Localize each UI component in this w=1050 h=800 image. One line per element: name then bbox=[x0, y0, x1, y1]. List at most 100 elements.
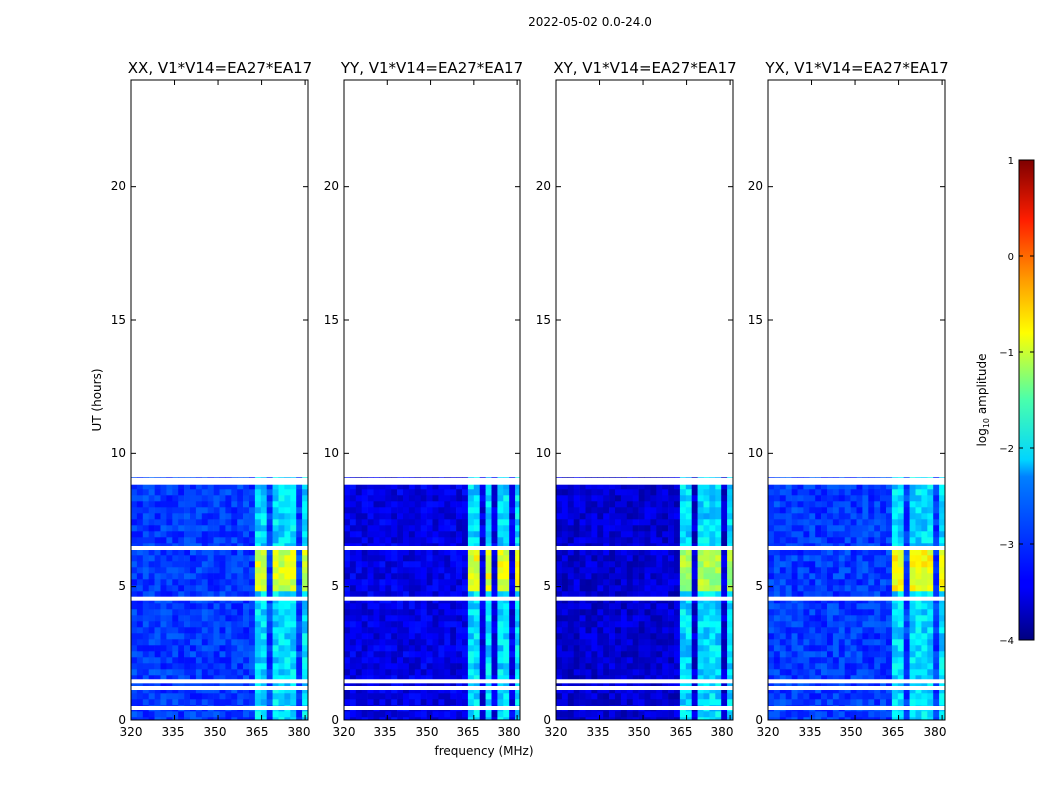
heatmap-cell bbox=[379, 591, 386, 598]
heatmap-cell bbox=[626, 489, 633, 496]
heatmap-cell bbox=[154, 693, 161, 700]
heatmap-cell bbox=[190, 609, 197, 616]
heatmap-cell bbox=[166, 489, 173, 496]
heatmap-cell bbox=[414, 615, 421, 622]
heatmap-cell bbox=[302, 549, 308, 556]
heatmap-cell bbox=[497, 507, 504, 514]
heatmap-cell bbox=[219, 687, 226, 694]
heatmap-cell bbox=[803, 537, 810, 544]
heatmap-cell bbox=[237, 537, 244, 544]
heatmap-cell bbox=[344, 561, 351, 568]
heatmap-cell bbox=[284, 555, 291, 562]
heatmap-cell bbox=[620, 519, 628, 526]
heatmap-cell bbox=[656, 537, 663, 544]
heatmap-cell bbox=[195, 651, 203, 658]
heatmap-cell bbox=[373, 603, 380, 610]
heatmap-cell bbox=[131, 699, 138, 706]
heatmap-cell bbox=[243, 525, 250, 532]
heatmap-cell bbox=[697, 633, 704, 640]
heatmap-cell bbox=[832, 525, 840, 532]
heatmap-cell bbox=[691, 615, 698, 622]
heatmap-cell bbox=[668, 693, 675, 700]
heatmap-cell bbox=[349, 615, 357, 622]
heatmap-cell bbox=[266, 531, 273, 538]
heatmap-cell bbox=[473, 633, 480, 640]
heatmap-cell bbox=[266, 687, 273, 694]
heatmap-cell bbox=[491, 519, 498, 526]
heatmap-cell bbox=[715, 579, 722, 586]
heatmap-cell bbox=[403, 525, 410, 532]
heatmap-cell bbox=[403, 483, 410, 490]
heatmap-cell bbox=[561, 591, 569, 598]
heatmap-cell bbox=[620, 507, 628, 514]
heatmap-cell bbox=[927, 591, 934, 598]
heatmap-cell bbox=[503, 693, 510, 700]
heatmap-cell bbox=[491, 645, 498, 652]
heatmap-cell bbox=[821, 639, 828, 646]
heatmap-cell bbox=[933, 495, 940, 502]
heatmap-cell bbox=[249, 561, 256, 568]
heatmap-cell bbox=[626, 633, 633, 640]
heatmap-cell bbox=[302, 489, 308, 496]
heatmap-cell bbox=[450, 687, 457, 694]
heatmap-cell bbox=[272, 645, 279, 652]
heatmap-cell bbox=[874, 483, 881, 490]
heatmap-cell bbox=[897, 513, 904, 520]
heatmap-cell bbox=[703, 549, 710, 556]
heatmap-cell bbox=[644, 717, 651, 720]
heatmap-cell bbox=[933, 537, 940, 544]
heatmap-cell bbox=[473, 693, 480, 700]
heatmap-cell bbox=[903, 633, 910, 640]
heatmap-cell bbox=[284, 531, 291, 538]
heatmap-cell bbox=[420, 531, 427, 538]
heatmap-cell bbox=[414, 603, 421, 610]
heatmap-cell bbox=[779, 669, 786, 676]
heatmap-cell bbox=[190, 573, 197, 580]
heatmap-cell bbox=[668, 681, 675, 688]
heatmap-cell bbox=[674, 507, 681, 514]
heatmap-cell bbox=[184, 711, 191, 718]
heatmap-cell bbox=[254, 567, 262, 574]
heatmap-cell bbox=[644, 483, 651, 490]
heatmap-cell bbox=[603, 675, 610, 682]
heatmap-cell bbox=[213, 651, 220, 658]
heatmap-cell bbox=[225, 615, 232, 622]
heatmap-cell bbox=[213, 681, 220, 688]
heatmap-cell bbox=[721, 513, 728, 520]
heatmap-cell bbox=[620, 699, 628, 706]
heatmap-cell bbox=[650, 645, 657, 652]
heatmap-cell bbox=[237, 621, 244, 628]
heatmap-cell bbox=[491, 591, 498, 598]
heatmap-cell bbox=[674, 531, 681, 538]
heatmap-cell bbox=[172, 675, 179, 682]
heatmap-cell bbox=[721, 579, 728, 586]
heatmap-cell bbox=[136, 699, 144, 706]
heatmap-cell bbox=[344, 681, 351, 688]
heatmap-cell bbox=[668, 663, 675, 670]
heatmap-cell bbox=[184, 669, 191, 676]
heatmap-cell bbox=[620, 567, 628, 574]
heatmap-cell bbox=[856, 603, 863, 610]
heatmap-cell bbox=[674, 633, 681, 640]
heatmap-cell bbox=[615, 627, 622, 634]
heatmap-cell bbox=[850, 645, 857, 652]
heatmap-image bbox=[768, 477, 945, 720]
heatmap-cell bbox=[444, 615, 451, 622]
heatmap-cell bbox=[467, 681, 475, 688]
heatmap-cell bbox=[148, 687, 155, 694]
heatmap-cell bbox=[438, 507, 445, 514]
heatmap-cell bbox=[296, 675, 303, 682]
heatmap-cell bbox=[933, 627, 940, 634]
heatmap-cell bbox=[479, 519, 486, 526]
heatmap-cell bbox=[272, 501, 279, 508]
heatmap-cell bbox=[190, 507, 197, 514]
heatmap-cell bbox=[697, 513, 704, 520]
heatmap-cell bbox=[219, 489, 226, 496]
heatmap-cell bbox=[450, 663, 457, 670]
heatmap-cell bbox=[379, 525, 386, 532]
heatmap-cell bbox=[249, 687, 256, 694]
heatmap-cell bbox=[915, 603, 922, 610]
heatmap-cell bbox=[609, 531, 616, 538]
heatmap-cell bbox=[497, 609, 504, 616]
heatmap-cell bbox=[785, 687, 792, 694]
